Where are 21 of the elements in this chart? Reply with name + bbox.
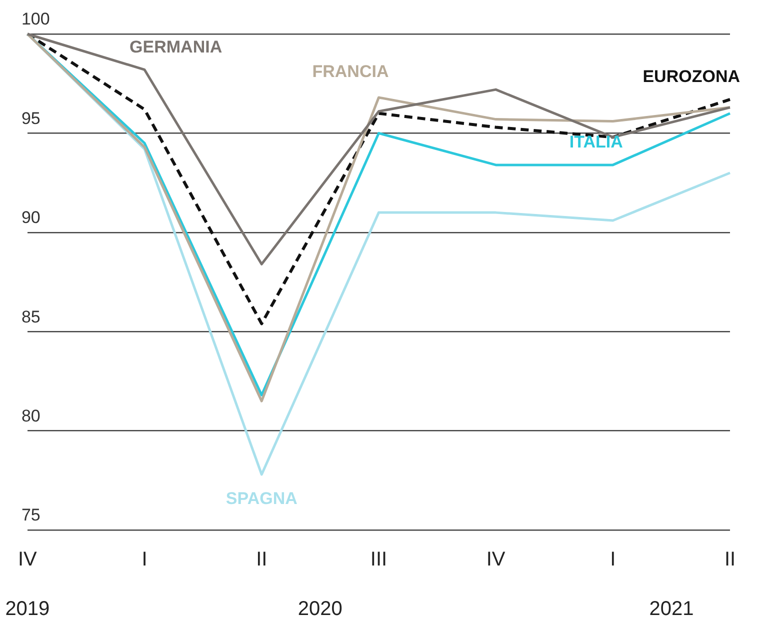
series-label: FRANCIA	[312, 62, 389, 82]
y-tick-label: 100	[21, 10, 50, 29]
y-tick-label: 80	[21, 406, 40, 426]
series-label: EUROZONA	[642, 67, 740, 86]
text: 2019	[5, 598, 50, 621]
y-tick-label: 95	[21, 108, 40, 128]
x-tick-label: III	[370, 548, 388, 571]
series-label: ITALIA	[569, 132, 623, 152]
x-tick-label: II	[724, 548, 736, 571]
x-tick-label: IV	[18, 548, 38, 571]
y-tick-label: 85	[21, 307, 40, 326]
x-tick-label: IV	[486, 548, 506, 571]
series-label: GERMANIA	[130, 37, 222, 56]
x-tick-label: II	[256, 548, 268, 571]
x-tick-label: I	[610, 548, 616, 571]
x-tick-label: I	[142, 548, 148, 571]
y-tick-label: 90	[21, 208, 40, 228]
text: 2021	[649, 598, 694, 621]
series-label: SPAGNA	[226, 489, 298, 508]
y-tick-label: 75	[21, 506, 40, 525]
text: 2020	[298, 598, 342, 621]
